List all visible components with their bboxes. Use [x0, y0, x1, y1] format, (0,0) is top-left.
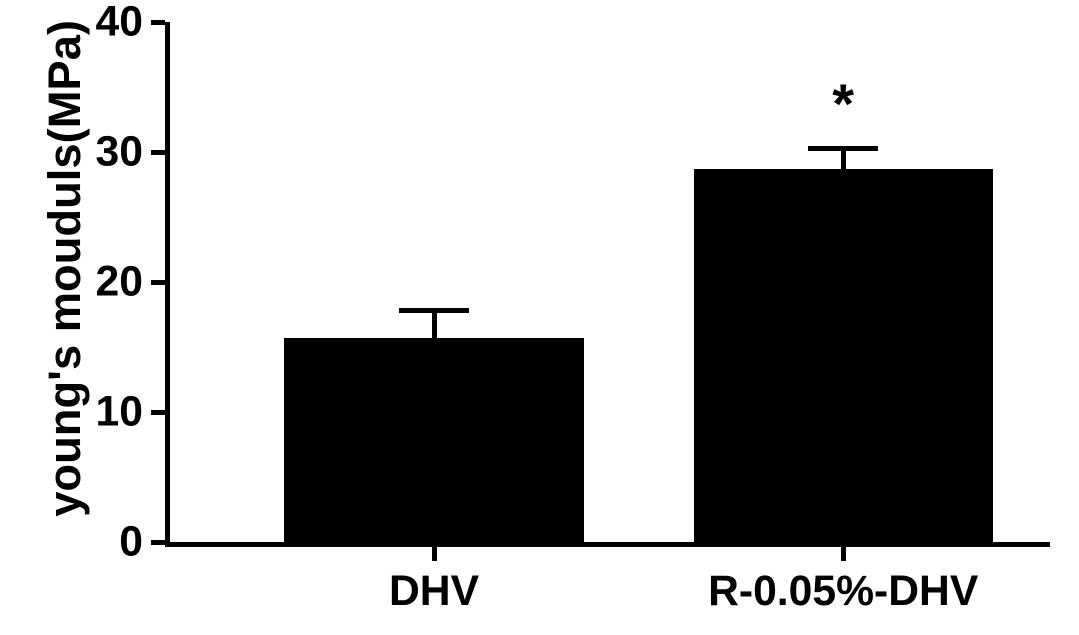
y-tick-label: 0: [63, 518, 143, 567]
bar: [694, 169, 993, 542]
y-axis-line: [165, 22, 170, 547]
y-tick: [151, 540, 165, 545]
error-bar-cap: [399, 308, 469, 313]
bar-chart: young's mouduls(MPa) 010203040DHVR-0.05%…: [0, 0, 1079, 635]
x-axis-line: [165, 542, 1050, 547]
y-tick: [151, 150, 165, 155]
x-tick-label: DHV: [389, 567, 479, 616]
y-tick: [151, 20, 165, 25]
significance-mark: *: [832, 76, 854, 132]
y-tick: [151, 410, 165, 415]
error-bar-line: [841, 148, 846, 169]
error-bar-line: [432, 311, 437, 338]
y-tick-label: 10: [63, 388, 143, 437]
error-bar-cap: [808, 146, 878, 151]
y-tick-label: 30: [63, 128, 143, 177]
x-tick: [841, 547, 846, 561]
plot-area: 010203040DHVR-0.05%-DHV*: [170, 22, 1050, 542]
y-tick-label: 40: [63, 0, 143, 47]
x-tick-label: R-0.05%-DHV: [708, 567, 978, 616]
x-tick: [432, 547, 437, 561]
y-tick: [151, 280, 165, 285]
bar: [284, 338, 583, 542]
y-tick-label: 20: [63, 258, 143, 307]
